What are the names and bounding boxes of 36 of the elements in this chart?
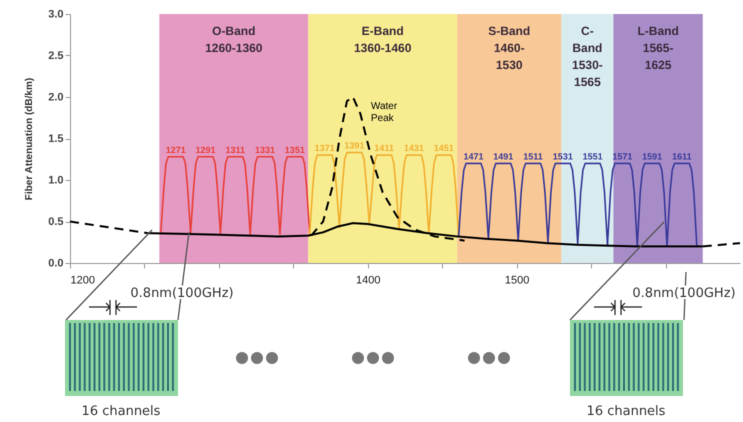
series-label: 1271 (166, 144, 186, 155)
y-tick-label: 3.0 (48, 8, 64, 20)
series-label: 1351 (284, 144, 305, 155)
series-label: 1291 (195, 144, 216, 155)
series-label: 1451 (434, 143, 454, 154)
x-tick-label: 1500 (504, 274, 530, 286)
band-label: L-Band 1565- 1625 (637, 24, 679, 72)
x-tick-label: 1400 (356, 274, 381, 286)
x-tick-label: 1200 (70, 274, 95, 286)
band-label: O-Band 1260-1360 (205, 24, 263, 55)
y-tick-label: 0.5 (48, 216, 64, 228)
series-label: 1611 (672, 151, 692, 162)
series-label: 1371 (314, 143, 335, 154)
series-label: 1551 (582, 151, 603, 162)
y-tick-label: 0.0 (48, 258, 64, 270)
series-label: 1491 (493, 151, 514, 162)
series-label: Water Peak (370, 101, 398, 124)
series-label: 1531 (552, 151, 573, 162)
band-label: S-Band 1460- 1530 (488, 24, 530, 72)
series-label: 1331 (255, 144, 276, 155)
y-tick-label: 2.5 (48, 50, 64, 62)
band-label: E-Band 1360-1460 (354, 24, 412, 55)
y-tick-label: 2.0 (48, 92, 64, 104)
series-label: 1411 (374, 143, 394, 154)
y-tick-label: 1.5 (48, 133, 64, 145)
series-label: 1311 (226, 144, 246, 155)
series-label: 1511 (523, 151, 543, 162)
y-axis-title: Fiber Attenuation (dB/km) (24, 78, 36, 200)
band-label: C- Band 1530- 1565 (572, 24, 603, 89)
series-label: 1471 (463, 151, 484, 162)
y-tick-label: 1.0 (48, 174, 64, 186)
text: 16 channels (586, 404, 666, 419)
series-label: 1591 (642, 151, 662, 162)
text: 16 channels (82, 404, 161, 419)
series-label: 1391 (344, 140, 364, 151)
series-label: 1431 (404, 143, 424, 154)
